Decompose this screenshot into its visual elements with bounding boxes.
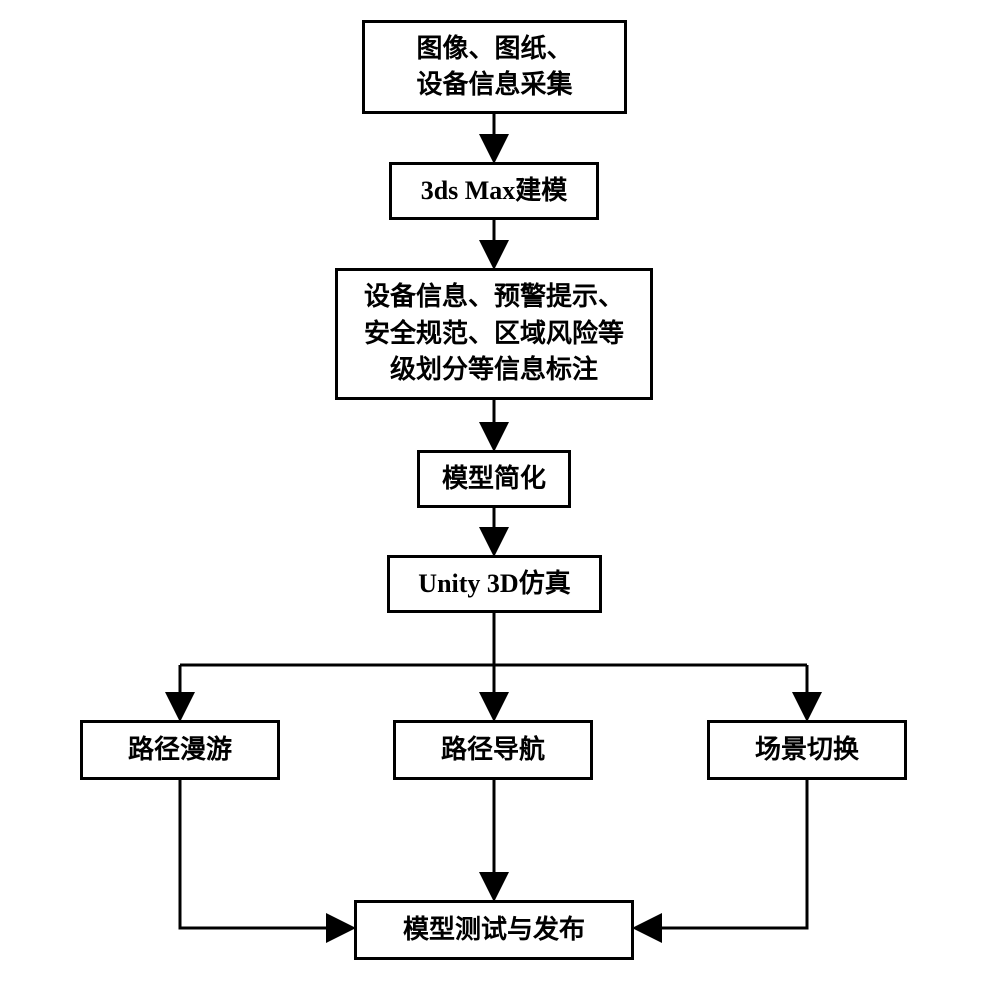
flowchart-node-roaming: 路径漫游	[80, 720, 280, 780]
node-label: 模型测试与发布	[403, 912, 585, 948]
node-label: 场景切换	[755, 732, 859, 768]
node-label: 设备信息、预警提示、安全规范、区域风险等级划分等信息标注	[364, 279, 624, 388]
flowchart-node-annotation: 设备信息、预警提示、安全规范、区域风险等级划分等信息标注	[335, 268, 653, 400]
node-label: 路径导航	[441, 732, 545, 768]
flowchart-node-navigation: 路径导航	[393, 720, 593, 780]
flowchart-node-simplify: 模型简化	[417, 450, 571, 508]
flowchart-node-test: 模型测试与发布	[354, 900, 634, 960]
node-label: 图像、图纸、设备信息采集	[416, 31, 572, 104]
flowchart-node-3dsmax: 3ds Max建模	[389, 162, 599, 220]
node-label: 3ds Max建模	[421, 173, 568, 209]
node-label: 模型简化	[442, 461, 546, 497]
node-label: 路径漫游	[128, 732, 232, 768]
flowchart-node-scene: 场景切换	[707, 720, 907, 780]
node-label: Unity 3D仿真	[418, 566, 570, 602]
flowchart-node-collect: 图像、图纸、设备信息采集	[362, 20, 627, 114]
flowchart-node-unity: Unity 3D仿真	[387, 555, 602, 613]
